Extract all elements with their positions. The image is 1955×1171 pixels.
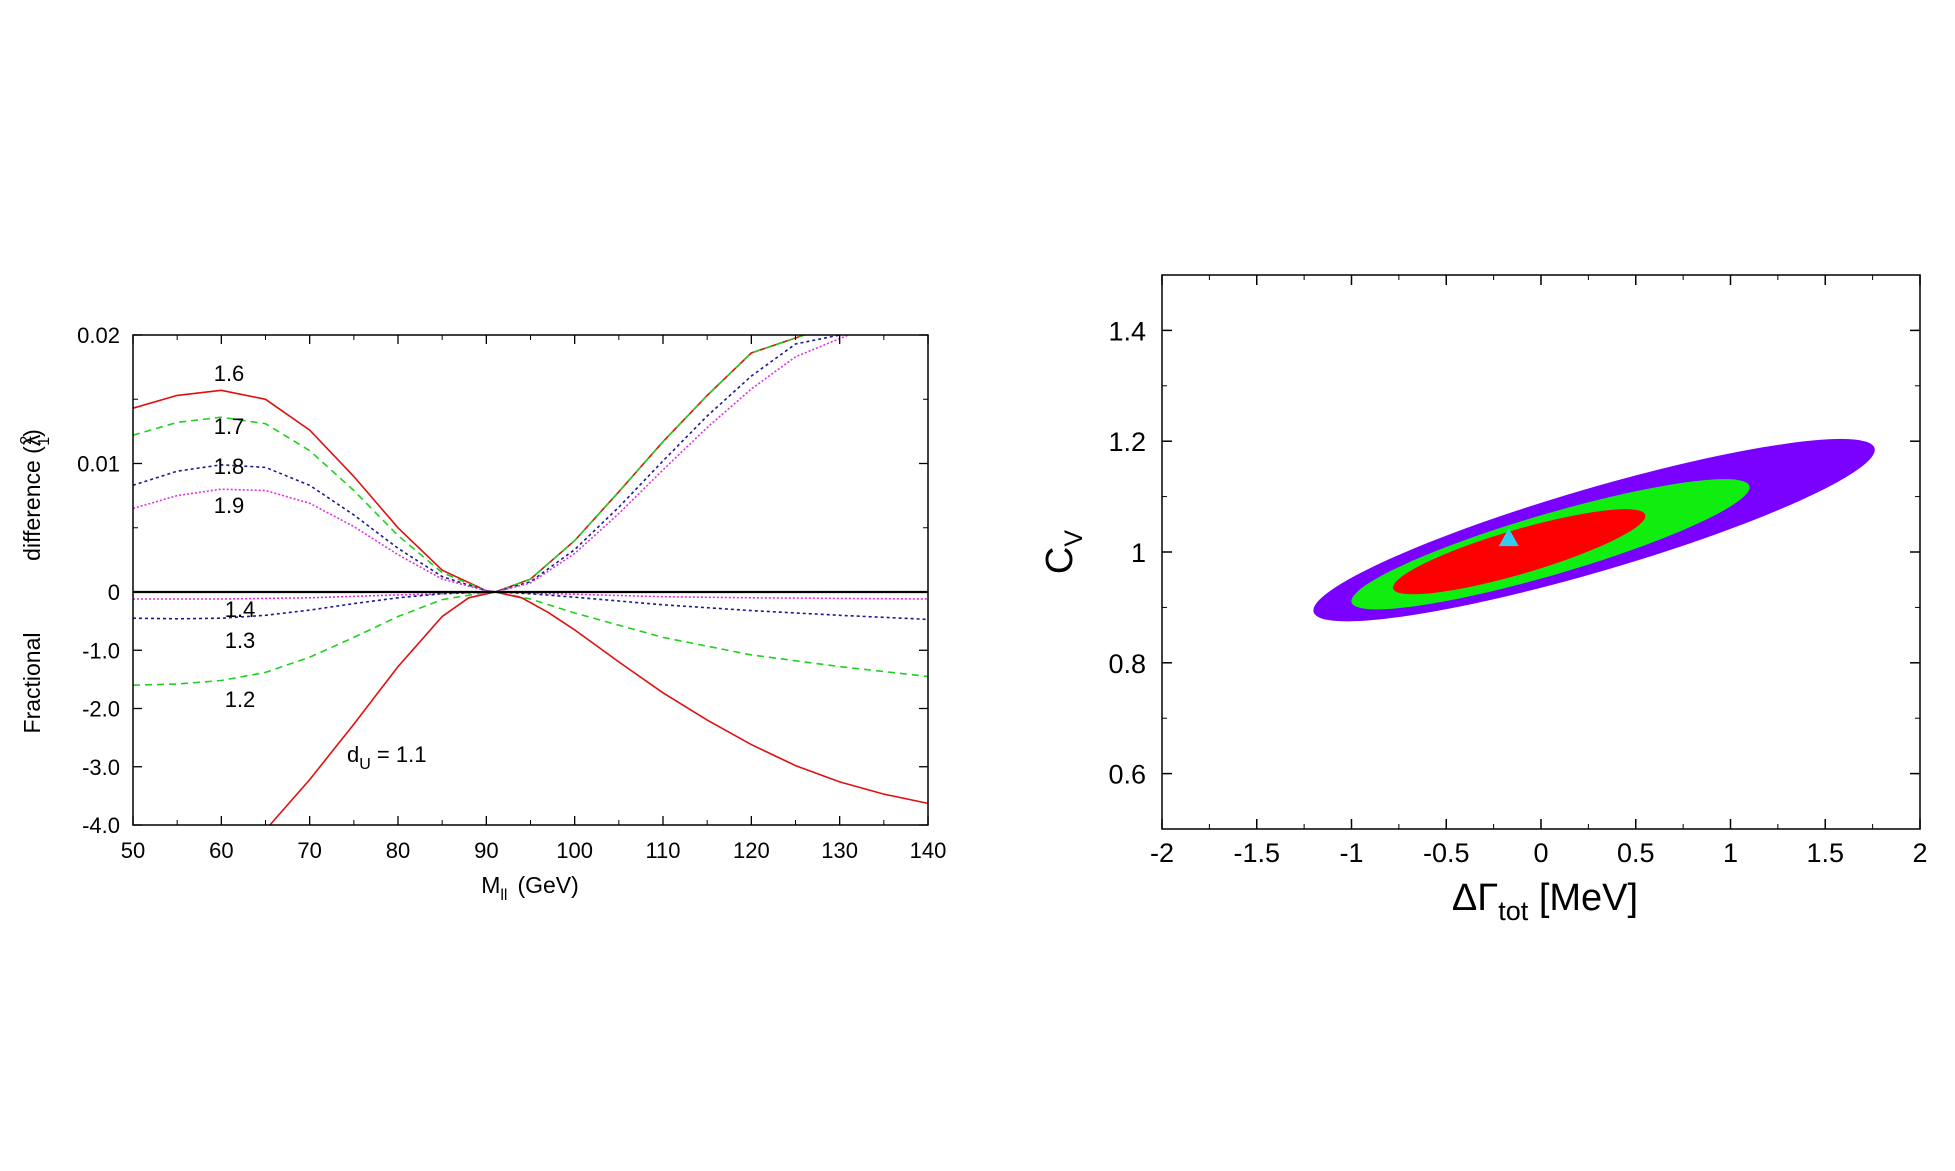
left-y-tick-label: -1.0 xyxy=(82,638,120,663)
right-y-tick-label: 1.4 xyxy=(1108,316,1146,346)
best-fit-marker xyxy=(1498,528,1519,547)
right-y-tick-label: 1 xyxy=(1131,538,1146,568)
curve-label-1: 1.3 xyxy=(225,628,256,653)
right-confidence-regions xyxy=(1313,438,1875,622)
curve-label-0: 1.4 xyxy=(225,597,256,622)
curve-label-1.8: 1.8 xyxy=(214,454,245,479)
left-curves xyxy=(132,334,929,826)
left-x-tick-label: 80 xyxy=(386,838,410,863)
left-y-axis-label-top: difference (λ21) xyxy=(18,429,53,561)
left-x-axis-label: Mll (GeV) xyxy=(481,872,579,904)
right-x-tick-label: -2 xyxy=(1150,838,1174,868)
right-x-tick-label: -1 xyxy=(1339,838,1363,868)
right-x-tick-label: 1.5 xyxy=(1806,838,1844,868)
left-x-tick-label: 110 xyxy=(645,838,680,863)
right-y-axis-label: CV xyxy=(1039,530,1088,574)
left-panel: 50 60 70 80 90 100 110 120 130 140 0 0.01 0.02 -1.0 -2… xyxy=(18,323,946,904)
left-x-tick-label: 60 xyxy=(209,838,233,863)
left-x-tick-label: 100 xyxy=(556,838,593,863)
left-ticks xyxy=(132,334,929,826)
left-y-tick-label: 0.01 xyxy=(77,452,120,477)
left-y-axis-label-bottom: Fractional xyxy=(19,633,45,734)
right-x-tick-label: 2 xyxy=(1912,838,1927,868)
left-x-tick-label: 140 xyxy=(910,838,947,863)
curve-label-1.7: 1.7 xyxy=(214,414,245,439)
right-y-tick-label: 1.2 xyxy=(1108,427,1146,457)
curve-label-1.9: 1.9 xyxy=(214,493,245,518)
right-panel: -2 -1.5 -1 -0.5 0 0.5 1 1.5 2 0.6 0.8 1 1.2 1.4 ΔΓtot… xyxy=(1039,274,1928,926)
curve-label-3: dU = 1.1 xyxy=(347,742,426,773)
right-plot-frame xyxy=(1161,274,1921,830)
right-x-tick-label: 0 xyxy=(1533,838,1548,868)
right-x-tick-label: 0.5 xyxy=(1617,838,1655,868)
right-ticks xyxy=(1161,274,1921,830)
left-y-tick-label: -2.0 xyxy=(82,697,120,722)
right-x-tick-label: -1.5 xyxy=(1233,838,1280,868)
right-y-tick-label: 0.6 xyxy=(1108,760,1146,790)
left-x-tick-label: 130 xyxy=(821,838,858,863)
left-curve-labels: 1.6 1.7 1.8 1.9 1.4 1.3 1.2 dU = 1.1 xyxy=(214,361,427,773)
right-y-tick-label: 0.8 xyxy=(1108,649,1146,679)
left-x-tick-label: 50 xyxy=(121,838,145,863)
left-tick-labels: 50 60 70 80 90 100 110 120 130 140 0 0.01 0.02 -1.0 -2… xyxy=(77,323,946,863)
curve-label-1.6: 1.6 xyxy=(214,361,245,386)
left-y-tick-label: -3.0 xyxy=(82,755,120,780)
left-y-tick-label: -4.0 xyxy=(82,813,120,838)
right-x-tick-label: -0.5 xyxy=(1423,838,1470,868)
left-x-tick-label: 90 xyxy=(474,838,498,863)
left-x-tick-label: 70 xyxy=(297,838,321,863)
curve-bottom-3 xyxy=(269,591,929,826)
left-plot-frame xyxy=(132,334,929,826)
curve-bottom-2 xyxy=(132,591,929,686)
left-x-tick-label: 120 xyxy=(733,838,770,863)
curve-label-2: 1.2 xyxy=(225,687,256,712)
right-x-axis-label: ΔΓtot [MeV] xyxy=(1452,877,1638,926)
left-y-tick-label: 0.02 xyxy=(77,323,120,348)
left-y-tick-label: 0 xyxy=(108,580,120,605)
right-tick-labels: -2 -1.5 -1 -0.5 0 0.5 1 1.5 2 0.6 0.8 1 1.2 1.4 xyxy=(1108,316,1927,868)
right-x-tick-label: 1 xyxy=(1723,838,1738,868)
curve-top-2 xyxy=(132,334,840,593)
confidence-region-2 xyxy=(1393,509,1646,595)
